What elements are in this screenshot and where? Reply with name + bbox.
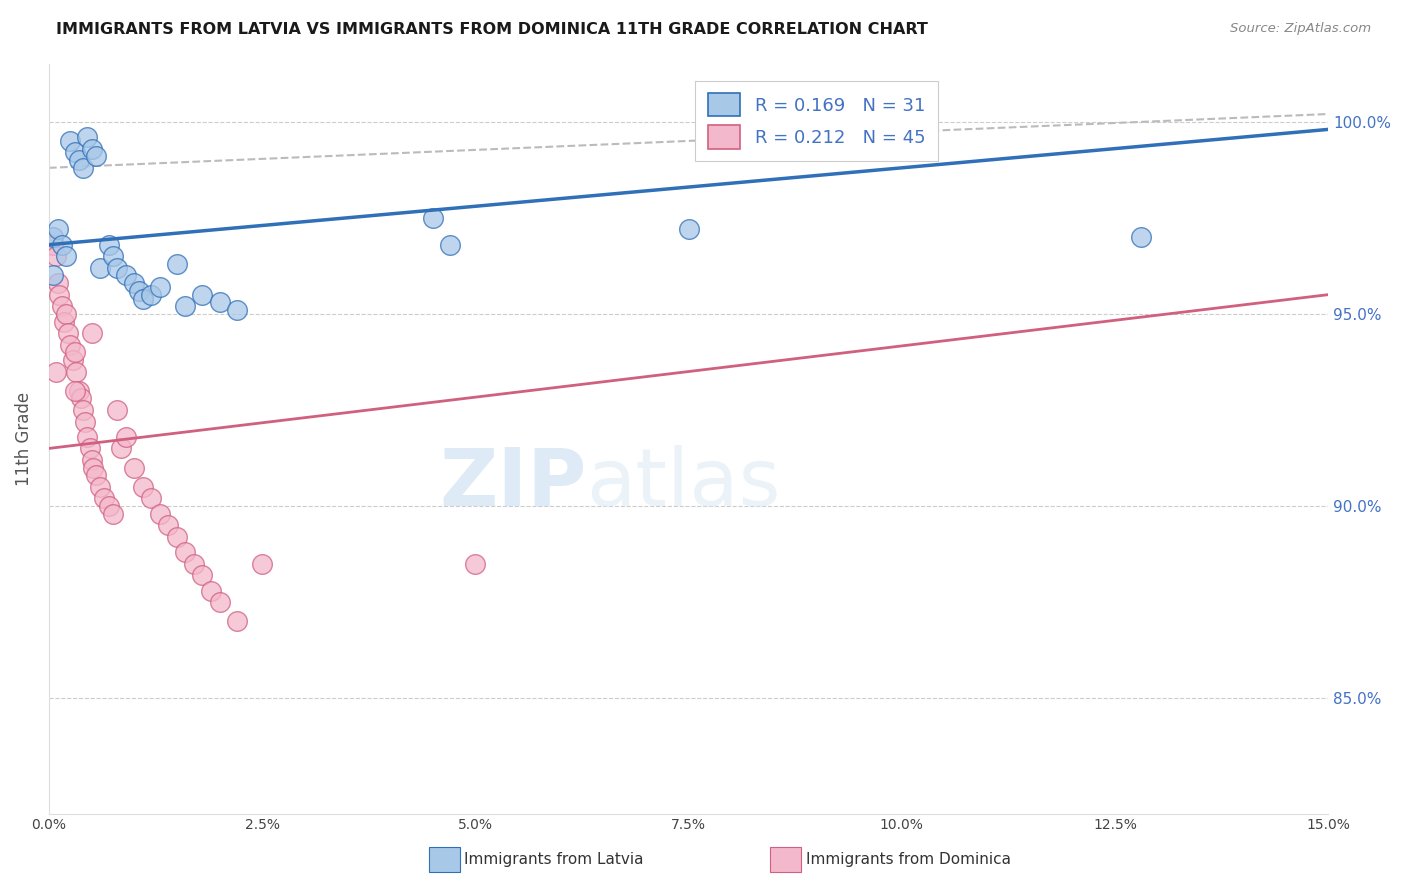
Point [89,260,111,275]
Point [59,337,82,351]
Point [67,384,90,398]
Point [114,268,136,283]
Point [63,384,86,398]
Point [174,299,197,313]
Point [45,249,67,263]
Point [132,292,155,306]
Point [141,491,163,506]
Point [101,249,124,263]
Point [208,595,231,609]
Point [110,442,132,456]
Point [141,287,163,301]
Point [225,615,247,629]
Point [191,287,214,301]
Point [166,530,188,544]
Point [97,237,120,252]
Point [93,491,115,506]
Point [76,430,98,444]
Point [122,460,145,475]
Text: ZIP: ZIP [439,445,586,523]
Point [128,284,150,298]
Point [122,276,145,290]
Point [56,326,79,340]
Point [191,568,214,582]
Point [53,315,76,329]
Point [225,303,247,318]
Point [678,222,700,236]
Point [105,403,128,417]
Text: IMMIGRANTS FROM LATVIA VS IMMIGRANTS FROM DOMINICA 11TH GRADE CORRELATION CHART: IMMIGRANTS FROM LATVIA VS IMMIGRANTS FRO… [56,22,928,37]
Point [72,161,94,175]
Point [79,442,101,456]
Point [1129,230,1152,244]
Point [51,237,73,252]
Text: atlas: atlas [586,445,780,523]
Point [46,222,69,236]
Point [63,145,86,160]
Point [70,392,93,406]
Point [80,453,103,467]
Point [80,142,103,156]
Point [422,211,444,225]
Point [55,307,77,321]
Point [166,257,188,271]
Point [46,276,69,290]
Point [149,507,172,521]
Point [76,130,98,145]
Point [48,287,70,301]
Point [101,507,124,521]
Point [65,365,87,379]
Point [59,134,82,148]
Point [62,353,84,368]
Point [89,480,111,494]
Point [97,499,120,513]
Point [42,230,65,244]
Point [149,280,172,294]
Point [73,415,96,429]
Point [42,237,65,252]
Text: Immigrants from Dominica: Immigrants from Dominica [806,853,1011,867]
Point [250,557,273,571]
Point [55,249,77,263]
Point [114,430,136,444]
Point [42,268,65,283]
Point [51,299,73,313]
Point [157,518,180,533]
Point [183,557,205,571]
Point [200,583,222,598]
Text: Source: ZipAtlas.com: Source: ZipAtlas.com [1230,22,1371,36]
Y-axis label: 11th Grade: 11th Grade [15,392,32,486]
Point [84,468,107,483]
Text: Immigrants from Latvia: Immigrants from Latvia [464,853,644,867]
Point [174,545,197,559]
Point [82,460,104,475]
Legend: R = 0.169   N = 31, R = 0.212   N = 45: R = 0.169 N = 31, R = 0.212 N = 45 [695,80,938,161]
Point [72,403,94,417]
Point [105,260,128,275]
Point [63,345,86,359]
Point [80,326,103,340]
Point [67,153,90,168]
Point [464,557,486,571]
Point [439,237,461,252]
Point [132,480,155,494]
Point [208,295,231,310]
Point [84,149,107,163]
Point [45,365,67,379]
